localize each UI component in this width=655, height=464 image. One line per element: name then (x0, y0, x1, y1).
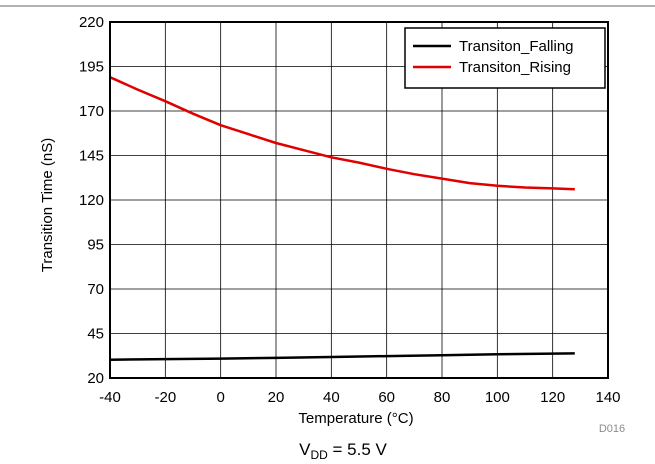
y-tick-label: 195 (79, 59, 104, 76)
y-tick-labels: 20 45 70 95 120 145 170 195 220 (79, 14, 104, 387)
y-tick-label: 220 (79, 14, 104, 31)
x-tick-labels: -40 -20 0 20 40 60 80 100 120 140 (99, 389, 620, 406)
y-tick-label: 95 (87, 237, 104, 254)
y-tick-label: 70 (87, 281, 104, 298)
legend: Transiton_Falling Transiton_Rising (404, 27, 606, 89)
y-tick-label: 45 (87, 326, 104, 343)
y-axis-label: Transition Time (nS) (39, 138, 56, 272)
series-group (109, 76, 575, 361)
x-tick-label: 60 (378, 389, 395, 406)
x-tick-label: 40 (323, 389, 340, 406)
y-tick-label: 20 (87, 370, 104, 387)
caption-suffix: = 5.5 V (328, 440, 388, 459)
legend-label-transiton-falling: Transiton_Falling (459, 38, 574, 55)
series-line-transiton-rising (109, 76, 575, 191)
caption-prefix: V (299, 440, 311, 459)
caption-subscript: DD (310, 448, 328, 462)
x-tick-label: 140 (595, 389, 620, 406)
x-axis-label: Temperature (°C) (298, 410, 413, 427)
x-tick-label: -20 (154, 389, 176, 406)
x-tick-label: 20 (268, 389, 285, 406)
series-line-transiton-falling (109, 352, 575, 361)
y-tick-label: 120 (79, 192, 104, 209)
legend-box (404, 27, 606, 89)
caption: VDD = 5.5 V (299, 440, 387, 462)
x-tick-label: 80 (434, 389, 451, 406)
x-tick-label: -40 (99, 389, 121, 406)
y-tick-label: 170 (79, 103, 104, 120)
y-tick-label: 145 (79, 148, 104, 165)
plot-frame (109, 21, 609, 379)
x-tick-label: 0 (216, 389, 224, 406)
x-tick-label: 100 (485, 389, 510, 406)
x-tick-label: 120 (540, 389, 565, 406)
figure-code: D016 (599, 423, 625, 435)
legend-label-transiton-rising: Transiton_Rising (459, 59, 571, 76)
